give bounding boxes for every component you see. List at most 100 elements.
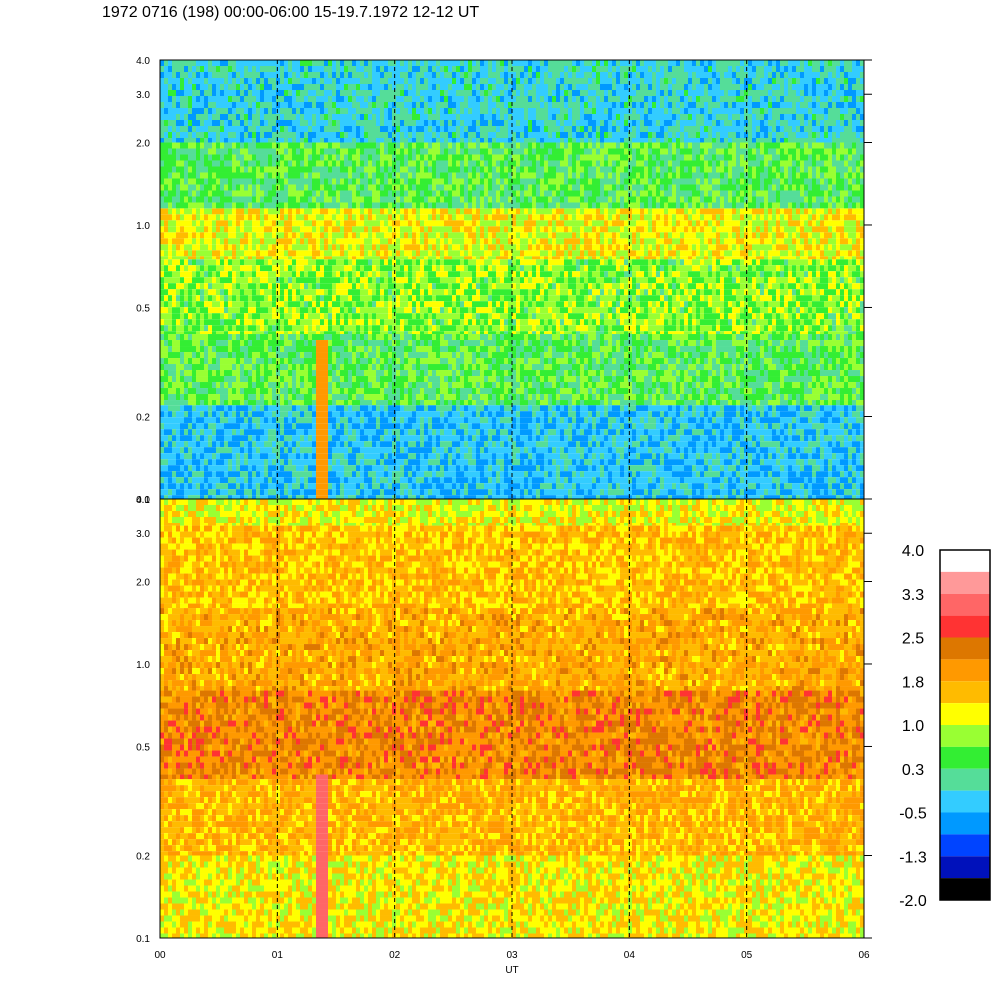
spectrogram-cell bbox=[304, 441, 308, 447]
spectrogram-cell bbox=[216, 489, 220, 495]
spectrogram-cell bbox=[404, 495, 408, 499]
spectrogram-cell bbox=[284, 277, 288, 283]
spectrogram-cell bbox=[168, 277, 172, 283]
spectrogram-cell bbox=[408, 238, 412, 244]
spectrogram-cell bbox=[288, 447, 292, 453]
spectrogram-cell bbox=[404, 148, 408, 154]
spectrogram-cell bbox=[232, 400, 236, 405]
spectrogram-cell bbox=[292, 313, 296, 319]
spectrogram-cell bbox=[188, 334, 192, 340]
spectrogram-cell bbox=[180, 459, 184, 465]
spectrogram-cell bbox=[408, 289, 412, 295]
spectrogram-cell bbox=[424, 277, 428, 283]
spectrogram-cell bbox=[352, 283, 356, 289]
spectrogram-cell bbox=[368, 126, 372, 132]
spectrogram-cell bbox=[228, 259, 232, 265]
spectrogram-cell bbox=[364, 307, 368, 313]
spectrogram-cell bbox=[200, 319, 204, 325]
spectrogram-cell bbox=[400, 358, 404, 364]
spectrogram-cell bbox=[284, 72, 288, 78]
spectrogram-cell bbox=[180, 271, 184, 277]
spectrogram-cell bbox=[184, 417, 188, 423]
spectrogram-cell bbox=[164, 226, 168, 232]
spectrogram-cell bbox=[372, 250, 376, 256]
spectrogram-cell bbox=[308, 283, 312, 289]
spectrogram-cell bbox=[384, 120, 388, 126]
spectrogram-cell bbox=[176, 172, 180, 178]
spectrogram-cell bbox=[404, 78, 408, 84]
spectrogram-cell bbox=[244, 364, 248, 370]
spectrogram-cell bbox=[172, 417, 176, 423]
spectrogram-cell bbox=[300, 78, 304, 84]
spectrogram-cell bbox=[288, 208, 292, 214]
spectrogram-cell bbox=[384, 138, 388, 142]
spectrogram-cell bbox=[404, 172, 408, 178]
spectrogram-cell bbox=[168, 307, 172, 313]
spectrogram-cell bbox=[252, 465, 256, 471]
spectrogram-cell bbox=[396, 271, 400, 277]
spectrogram-cell bbox=[188, 483, 192, 489]
spectrogram-cell bbox=[212, 265, 216, 271]
spectrogram-cell bbox=[368, 400, 372, 405]
spectrogram-cell bbox=[304, 265, 308, 271]
spectrogram-cell bbox=[348, 166, 352, 172]
spectrogram-cell bbox=[220, 202, 224, 208]
spectrogram-cell bbox=[224, 126, 228, 132]
spectrogram-cell bbox=[200, 132, 204, 138]
spectrogram-cell bbox=[420, 120, 424, 126]
spectrogram-cell bbox=[288, 459, 292, 465]
spectrogram-cell bbox=[252, 447, 256, 453]
spectrogram-cell bbox=[204, 126, 208, 132]
spectrogram-cell bbox=[260, 102, 264, 108]
spectrogram-cell bbox=[216, 154, 220, 160]
spectrogram-cell bbox=[388, 417, 392, 423]
spectrogram-cell bbox=[216, 301, 220, 307]
spectrogram-cell bbox=[336, 108, 340, 114]
spectrogram-cell bbox=[328, 271, 332, 277]
spectrogram-cell bbox=[200, 364, 204, 370]
spectrogram-cell bbox=[216, 376, 220, 382]
spectrogram-cell bbox=[408, 208, 412, 214]
spectrogram-cell bbox=[256, 208, 260, 214]
spectrogram-cell bbox=[412, 220, 416, 226]
spectrogram-cell bbox=[328, 244, 332, 250]
spectrogram-cell bbox=[312, 313, 316, 319]
spectrogram-cell bbox=[268, 405, 272, 411]
spectrogram-cell bbox=[380, 184, 384, 190]
spectrogram-cell bbox=[160, 250, 164, 256]
spectrogram-cell bbox=[224, 453, 228, 459]
spectrogram-cell bbox=[248, 429, 252, 435]
spectrogram-cell bbox=[292, 60, 296, 66]
spectrogram-cell bbox=[168, 138, 172, 142]
spectrogram-cell bbox=[232, 271, 236, 277]
spectrogram-cell bbox=[292, 90, 296, 96]
spectrogram-cell bbox=[256, 435, 260, 441]
spectrogram-cell bbox=[384, 250, 388, 256]
spectrogram-cell bbox=[196, 160, 200, 166]
spectrogram-cell bbox=[252, 334, 256, 340]
spectrogram-cell bbox=[172, 214, 176, 220]
spectrogram-cell bbox=[328, 435, 332, 441]
spectrogram-cell bbox=[264, 132, 268, 138]
spectrogram-cell bbox=[344, 148, 348, 154]
spectrogram-cell bbox=[296, 411, 300, 417]
spectrogram-cell bbox=[364, 66, 368, 72]
spectrogram-cell bbox=[348, 325, 352, 331]
spectrogram-cell bbox=[296, 84, 300, 90]
spectrogram-cell bbox=[296, 102, 300, 108]
spectrogram-cell bbox=[236, 331, 240, 334]
spectrogram-cell bbox=[224, 166, 228, 172]
spectrogram-cell bbox=[192, 417, 196, 423]
spectrogram-cell bbox=[328, 126, 332, 132]
spectrogram-cell bbox=[180, 301, 184, 307]
spectrogram-cell bbox=[404, 90, 408, 96]
spectrogram-cell bbox=[180, 196, 184, 202]
spectrogram-cell bbox=[396, 489, 400, 495]
spectrogram-cell bbox=[256, 108, 260, 114]
spectrogram-cell bbox=[400, 388, 404, 394]
spectrogram-cell bbox=[256, 411, 260, 417]
spectrogram-cell bbox=[344, 114, 348, 120]
spectrogram-cell bbox=[340, 435, 344, 441]
spectrogram-cell bbox=[312, 331, 316, 334]
spectrogram-cell bbox=[236, 394, 240, 400]
